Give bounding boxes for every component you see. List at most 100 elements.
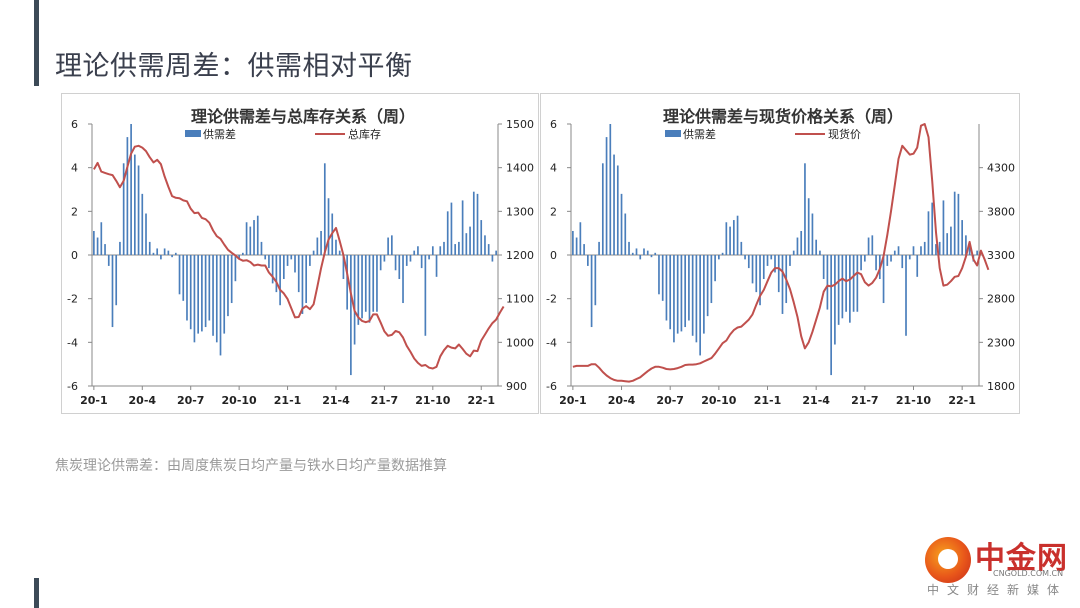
inventory-bar xyxy=(346,255,348,310)
inventory-bar xyxy=(245,222,248,255)
price-bar xyxy=(583,244,585,255)
price-y-left-tick-label: -4 xyxy=(546,336,557,349)
price-bar xyxy=(927,211,930,255)
price-bar xyxy=(804,163,806,255)
price-line-series xyxy=(572,123,990,383)
inventory-bar xyxy=(156,248,159,255)
inventory-bar xyxy=(230,255,233,304)
price-bar xyxy=(822,255,825,280)
price-bar xyxy=(811,213,814,255)
inventory-bar xyxy=(227,255,229,317)
inventory-bar xyxy=(417,246,419,255)
price-bar xyxy=(863,255,866,262)
inventory-bar xyxy=(96,237,99,255)
price-bar xyxy=(714,255,716,282)
inventory-bar xyxy=(201,255,203,332)
inventory-title: 理论供需差与总库存关系（周） xyxy=(191,107,415,126)
inventory-y-right-tick-label: 1200 xyxy=(506,249,534,262)
inventory-bar xyxy=(212,255,214,336)
price-bar xyxy=(658,255,660,295)
inventory-bar xyxy=(312,250,315,255)
inventory-bar xyxy=(484,235,486,255)
inventory-bar xyxy=(178,255,181,295)
price-bar xyxy=(598,241,600,255)
inventory-bar xyxy=(271,255,274,284)
inventory-bar xyxy=(409,255,412,262)
inventory-y-left-tick-label: 6 xyxy=(71,118,78,131)
inventory-y-left-tick-label: -4 xyxy=(67,336,78,349)
price-bar xyxy=(755,255,758,293)
inventory-y-right-tick-label: 1500 xyxy=(506,118,534,131)
inventory-bar xyxy=(204,255,207,328)
inventory-bar xyxy=(160,255,162,260)
price-y-right-tick-label: 1800 xyxy=(987,380,1015,393)
price-bar xyxy=(751,255,754,284)
inventory-bar xyxy=(472,191,475,255)
inventory-bar xyxy=(338,250,341,255)
price-bar xyxy=(691,255,694,336)
price-bar xyxy=(968,244,971,255)
inventory-bar xyxy=(476,193,479,255)
price-bar xyxy=(789,255,791,266)
inventory-bar xyxy=(376,255,378,312)
inventory-bar xyxy=(398,255,401,280)
inventory-x-tick-label: 20-4 xyxy=(129,394,157,407)
inventory-bar xyxy=(249,226,252,255)
price-bar xyxy=(920,246,922,255)
inventory-bar xyxy=(290,255,293,260)
inventory-bar xyxy=(294,255,296,273)
price-bar xyxy=(736,215,739,255)
price-x-tick-label: 20-1 xyxy=(559,394,587,407)
price-bar xyxy=(587,255,589,266)
inventory-bar xyxy=(379,255,382,271)
inventory-bar xyxy=(286,255,289,266)
inventory-bar xyxy=(133,154,136,255)
price-x-tick-label: 21-4 xyxy=(802,394,830,407)
price-bar xyxy=(646,250,649,255)
price-y-left-tick-label: 0 xyxy=(550,249,557,262)
price-bar xyxy=(710,255,713,304)
inventory-x-tick-label: 21-10 xyxy=(415,394,451,407)
inventory-x-tick-label: 20-10 xyxy=(222,394,258,407)
inventory-bar xyxy=(119,241,121,255)
accent-bar-bottom xyxy=(34,578,39,608)
inventory-bar xyxy=(253,220,255,255)
price-bar xyxy=(834,255,836,345)
inventory-bar xyxy=(342,255,345,280)
price-x-tick-label: 20-7 xyxy=(656,394,684,407)
inventory-y-right-tick-label: 1100 xyxy=(506,293,534,306)
price-y-right-tick-label: 2800 xyxy=(987,293,1015,306)
price-bar xyxy=(695,255,698,343)
price-x-tick-label: 21-7 xyxy=(851,394,879,407)
inventory-bar xyxy=(350,255,352,376)
inventory-bar xyxy=(256,215,259,255)
price-bar xyxy=(860,255,862,271)
price-bar xyxy=(777,255,780,293)
inventory-bar xyxy=(305,255,308,304)
inventory-bar xyxy=(387,237,389,255)
inventory-bar xyxy=(301,255,304,314)
inventory-bar xyxy=(327,198,330,255)
price-bar xyxy=(961,220,963,255)
page-title: 理论供需周差：供需相对平衡 xyxy=(55,51,413,82)
price-x-tick-label: 20-4 xyxy=(608,394,636,407)
price-bar xyxy=(893,250,896,255)
inventory-bar xyxy=(368,255,371,323)
inventory-y-right-tick-label: 1300 xyxy=(506,205,534,218)
price-bar xyxy=(905,255,907,336)
inventory-bar xyxy=(357,255,360,325)
inventory-bar xyxy=(458,241,460,255)
inventory-y-left-tick-label: -2 xyxy=(67,293,78,306)
inventory-y-right-tick-label: 1000 xyxy=(506,336,534,349)
inventory-bar xyxy=(323,163,326,255)
inventory-bar xyxy=(260,241,263,255)
price-bar xyxy=(849,255,851,323)
price-bar xyxy=(856,255,859,312)
inventory-bar xyxy=(197,255,199,334)
price-bar xyxy=(882,255,885,304)
price-bar xyxy=(590,255,593,328)
price-bar xyxy=(628,241,630,255)
inventory-legend-line-label: 总库存 xyxy=(348,127,381,141)
inventory-bar xyxy=(394,255,397,271)
price-legend-bar-label: 供需差 xyxy=(683,127,716,141)
